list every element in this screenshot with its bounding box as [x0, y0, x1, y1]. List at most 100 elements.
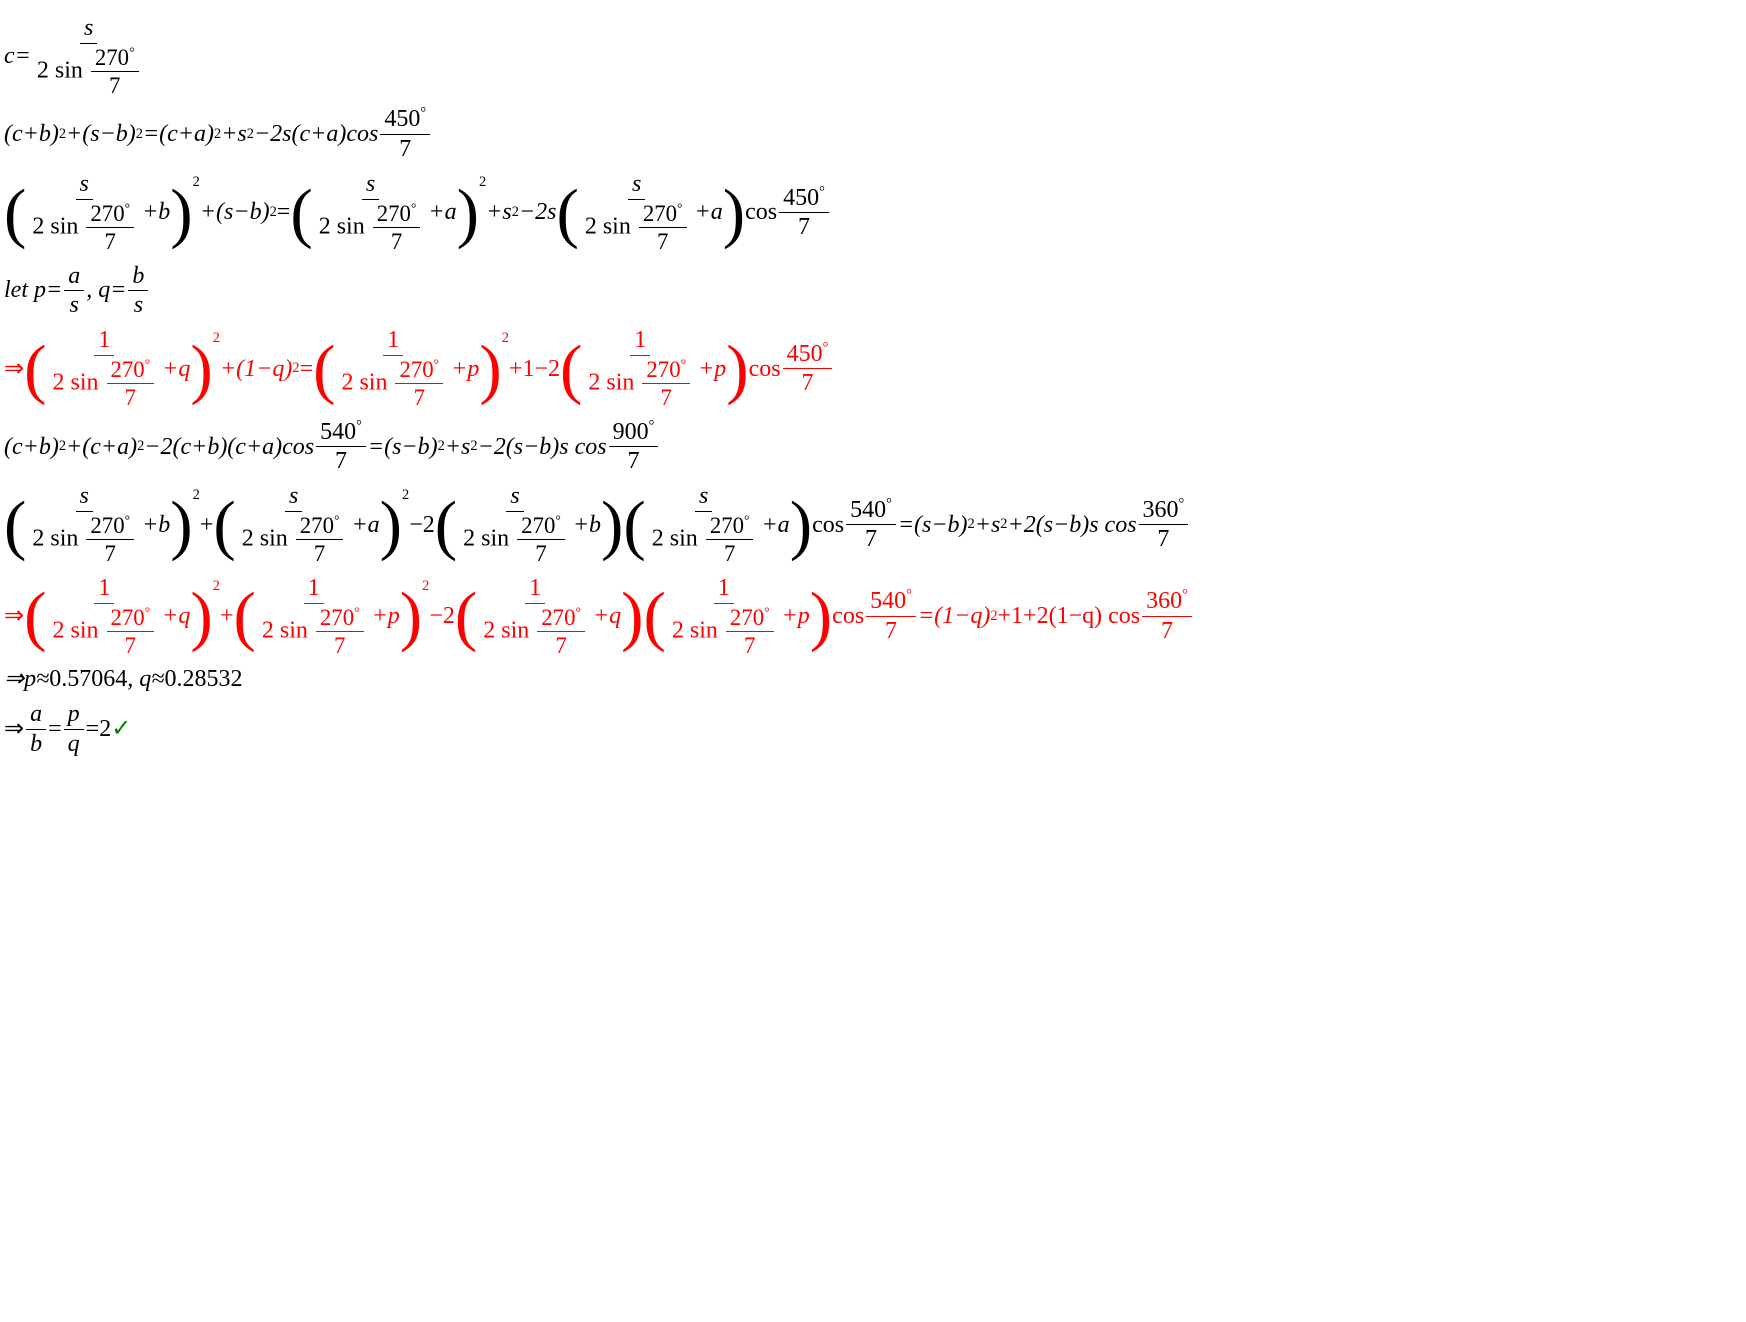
- e: 2: [990, 608, 997, 625]
- eq-line-2: (c+b)2 +(s−b)2 =(c+a)2 +s2 −2s(c+a)cos 4…: [4, 105, 1742, 164]
- t: +q: [593, 602, 621, 631]
- n: 1: [94, 574, 114, 604]
- d: 7: [387, 228, 406, 255]
- fraction: 540°7: [866, 587, 916, 646]
- t: +p: [698, 355, 726, 384]
- n: s: [76, 482, 93, 512]
- t: (c+b): [4, 433, 59, 462]
- fraction: 12 sin 270°7: [479, 574, 591, 659]
- n: s: [285, 482, 302, 512]
- e: 2: [402, 487, 409, 504]
- e: 2: [422, 578, 429, 595]
- n: 270: [710, 513, 744, 538]
- e: 2: [193, 487, 200, 504]
- deg: °: [420, 105, 426, 121]
- n: s: [76, 170, 93, 200]
- arrow: ⇒: [4, 602, 24, 631]
- dg: °: [145, 356, 150, 371]
- n: 1: [525, 574, 545, 604]
- eq-line-8: ⇒p≈ 0.57064 , q≈ 0.28532: [4, 665, 1742, 694]
- d: 2 sin 270°7: [48, 604, 160, 660]
- n: a: [64, 262, 84, 292]
- lparen: (: [24, 339, 46, 399]
- dg: °: [145, 604, 150, 619]
- e: 2: [247, 126, 254, 143]
- t: −2(c+b)(c+a)cos: [144, 433, 314, 462]
- t: +a: [351, 511, 379, 540]
- dg: °: [411, 200, 416, 215]
- lparen: (: [213, 495, 235, 555]
- d: 7: [798, 369, 818, 398]
- fraction: 450°7: [380, 105, 430, 164]
- n: 1: [714, 574, 734, 604]
- d: 7: [653, 228, 672, 255]
- t: cos: [749, 355, 781, 384]
- t: 2 sin: [672, 617, 724, 643]
- e: 2: [470, 438, 477, 455]
- e: 2: [479, 174, 486, 191]
- e: 2: [292, 360, 299, 377]
- rparen: ): [457, 183, 479, 243]
- dg: °: [681, 356, 686, 371]
- dg: °: [125, 200, 130, 215]
- t: cos: [812, 511, 844, 540]
- fraction: 900°7: [609, 418, 659, 477]
- fraction: 540°7: [316, 418, 366, 477]
- rparen: ): [170, 495, 192, 555]
- d: 7: [1157, 617, 1177, 646]
- t: +q: [162, 355, 190, 384]
- e: 2: [59, 126, 66, 143]
- d: 7: [101, 540, 120, 567]
- t: cos: [745, 198, 777, 227]
- d: 7: [740, 632, 759, 659]
- lparen: (: [560, 339, 582, 399]
- fraction: 12 sin 270°7: [668, 574, 780, 659]
- rparen: ): [380, 495, 402, 555]
- d: 7: [551, 632, 570, 659]
- t: ⇒: [4, 715, 24, 744]
- dg: °: [356, 418, 362, 434]
- d: 7: [331, 447, 351, 476]
- t: 2 sin: [262, 617, 314, 643]
- d: 2 sin 270°7: [28, 200, 140, 256]
- e: 2: [213, 330, 220, 347]
- rparen: ): [400, 586, 422, 646]
- t: +1−2: [509, 355, 560, 384]
- n: s: [695, 482, 712, 512]
- fraction: 12 sin 270°7: [48, 574, 160, 659]
- check-icon: ✓: [111, 715, 131, 744]
- dg: °: [819, 184, 825, 200]
- n: 450: [783, 185, 819, 211]
- e: 2: [502, 330, 509, 347]
- eq-line-4: let p= as , q= bs: [4, 262, 1742, 321]
- deg: °: [129, 44, 134, 59]
- t: +s: [221, 120, 247, 149]
- fraction: 1 2 sin 270°7: [584, 326, 696, 411]
- dg: °: [823, 340, 829, 356]
- n: 270: [95, 45, 129, 70]
- fraction: s 2 sin 270°7: [581, 170, 693, 255]
- dg: °: [1179, 496, 1185, 512]
- d: 7: [1153, 525, 1173, 554]
- n: 540: [850, 497, 886, 523]
- fraction: 270°7: [91, 44, 139, 100]
- n: 450: [384, 106, 420, 132]
- dg: °: [677, 200, 682, 215]
- e: 2: [213, 578, 220, 595]
- rparen: ): [810, 586, 832, 646]
- fraction: ab: [26, 700, 46, 759]
- t: +(1−q): [220, 355, 292, 384]
- fraction: s2 sin 270°7: [459, 482, 571, 567]
- d: 2 sin 270°7: [315, 200, 427, 256]
- e: 2: [270, 204, 277, 221]
- fraction: s2 sin 270°7: [648, 482, 760, 567]
- d: 2 sin 270°7: [258, 604, 370, 660]
- eq-line-3: ( s 2 sin 270°7 +b )2 +(s−b)2 = ( s 2 si…: [4, 170, 1742, 255]
- t: −2(s−b)s cos: [478, 433, 607, 462]
- t: , q≈: [127, 665, 164, 694]
- t: +: [220, 602, 234, 631]
- dg: °: [575, 604, 580, 619]
- n: p: [64, 700, 84, 730]
- rparen: ): [790, 495, 812, 555]
- t: −2: [409, 511, 435, 540]
